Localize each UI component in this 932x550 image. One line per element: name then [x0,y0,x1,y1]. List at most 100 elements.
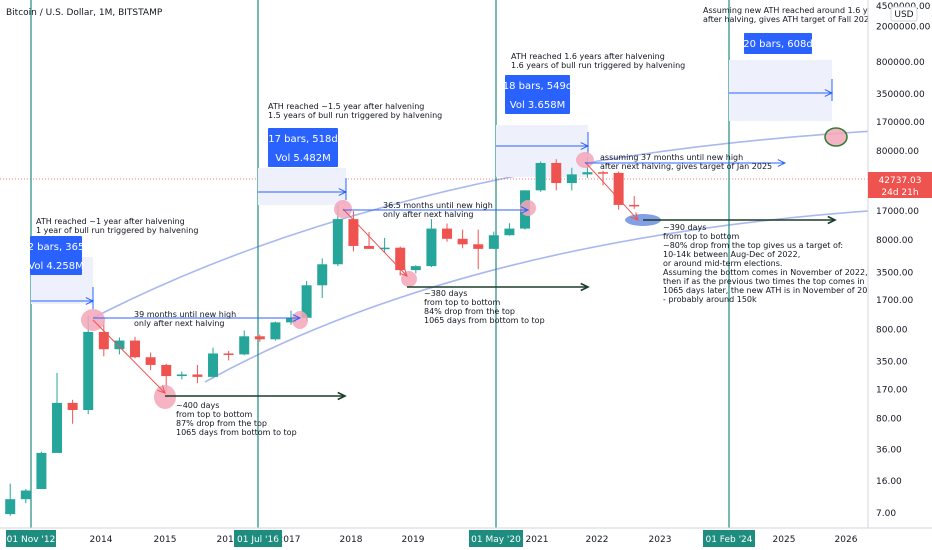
retest-ellipse-2017 [292,311,308,329]
bottom2-note-line-0: ~380 days [424,289,467,298]
ath4-note-line-1: after halving, gives ATH target of Fall … [703,15,874,24]
bottom3-note-line-1: from top to bottom [663,232,740,241]
lower-curve [204,206,932,383]
price-tick-8: 3500.00 [876,268,913,278]
bottom-arrow-1-head [580,282,590,292]
drop-line-0 [92,319,166,394]
price-tick-12: 170.00 [876,385,908,395]
candle-body-25 [364,245,375,249]
drop-line-1-head [399,268,408,277]
currency-badge [890,6,918,22]
candle-body-20 [286,317,297,323]
candle-body-5 [52,402,63,453]
newhigh-arrow-2-head [777,159,787,167]
bottom-ellipse-2018 [401,271,417,287]
measure-box-3-line-0: 18 bars, 549d [503,81,573,92]
price-tick-11: 350.00 [876,357,908,367]
price-tick-2: 800000.00 [876,58,925,68]
bottom2-note-line-2: 84% drop from the top [424,307,515,316]
current-price-badge [868,172,932,198]
measure-span-3 [729,60,832,121]
bottom3-note-line-7: 1065 days later, the new ATH is in Novem… [663,286,877,295]
candle-body-30 [442,228,453,239]
bottom1-note-line-2: 87% drop from the top [176,419,267,428]
candle-body-29 [426,228,437,267]
candle-body-40 [598,172,609,174]
candle-body-3 [20,490,31,500]
bottom3-note-line-6: then if as the previous two times the to… [663,277,865,286]
newhigh2-note-line-0: 36.5 months until new high [383,201,493,210]
newhigh1-note-line-0: 39 months until new high [134,310,236,319]
price-tick-9: 1700.00 [876,296,913,306]
newhigh2-note-line-1: only after next halving [383,210,474,219]
newhigh-arrow-1-head [520,206,530,214]
candle-body-4 [36,452,47,490]
annotation-shapes: 12 bars, 365d Vol 4.258M 17 bars, 518d Vol … [21,33,848,409]
ath3-note-line-0: ATH reached 1.6 years after halvening [511,52,665,61]
candle-body-10 [130,340,141,358]
candle-body-18 [254,336,265,340]
top-ellipse-2021 [576,152,594,168]
candle-body-39 [582,172,593,175]
newhigh3-note-line-1: after next halving, gives target of Jan … [600,162,772,171]
candle-body-8 [98,331,109,350]
ath1-note-line-0: ATH reached ~1 year after halvening [36,217,185,226]
candle-body-36 [535,162,546,191]
time-axis-bg [0,528,932,550]
price-tick-16: 7.00 [876,509,896,519]
measure-box-2-line-1: Vol 5.482M [275,153,330,164]
candle-body-13 [176,374,187,377]
measure-box-4-line-0: 20 bars, 608d [743,39,813,50]
candle-body-7 [83,331,94,410]
bottom3-note-line-5: Assuming the bottom comes in November of… [663,268,868,277]
time-tick-4: 2018 [340,535,363,545]
candles [5,156,640,516]
halving-date-badge-1 [234,530,282,547]
bottom2-note-line-1: from top to bottom [424,298,501,307]
measure-box-1-line-1: Vol 4.258M [28,261,83,272]
candle-body-14 [192,374,203,377]
candle-body-41 [613,172,624,205]
bottom2-note-line-3: 1065 days from bottom to top [424,316,545,325]
candle-body-24 [348,219,359,246]
bottom3-note-line-3: 10-14k between Aug-Dec of 2022, [663,250,800,259]
ath2-note-line-1: 1.5 years of bull run triggered by halve… [268,111,442,120]
candle-body-33 [488,235,499,249]
candle-body-27 [395,247,406,271]
price-tick-1: 2000000.00 [876,22,931,32]
bottom1-note-line-1: from top to bottom [176,410,253,419]
newhigh-arrow-0-head [292,314,302,322]
bottom-arrow-2-head [827,215,837,225]
candle-body-15 [208,353,219,377]
candle-body-23 [332,219,343,265]
measure-box-2 [268,128,338,167]
halving-date-label-2: 01 May '20 [471,535,521,545]
halving-date-label-3: 01 Feb '24 [705,535,752,545]
halving-date-label-0: 01 Nov '12 [7,535,56,545]
ath1-note-line-1: 1 year of bull run triggered by halvenin… [36,226,198,235]
halving-date-badge-0 [6,530,56,547]
price-tick-14: 36.00 [876,446,902,456]
chart-title: Bitcoin / U.S. Dollar, 1M, BITSTAMP [6,8,163,18]
currency-label: USD [894,10,913,20]
candle-body-34 [504,228,515,236]
drop-line-1 [342,208,408,277]
measure-box-3 [505,75,570,114]
candle-body-22 [317,264,328,286]
bottom-ellipse-2015 [154,385,176,409]
bottom-arrow-0-head [337,391,347,401]
candle-body-2 [5,499,16,515]
measure-span-1 [258,168,346,205]
time-tick-2: 2016 [217,535,240,545]
time-tick-9: 2025 [773,535,796,545]
candle-body-28 [410,266,421,271]
measure-box-3-line-1: Vol 3.658M [510,100,565,111]
measure-box-1 [30,236,82,275]
candle-body-11 [145,357,156,365]
bottom3-note-line-8: - probably around 150k [663,295,757,304]
price-tick-7: 8000.00 [876,236,913,246]
time-tick-7: 2022 [586,535,609,545]
candle-body-32 [473,244,484,249]
candle-body-6 [67,402,78,410]
